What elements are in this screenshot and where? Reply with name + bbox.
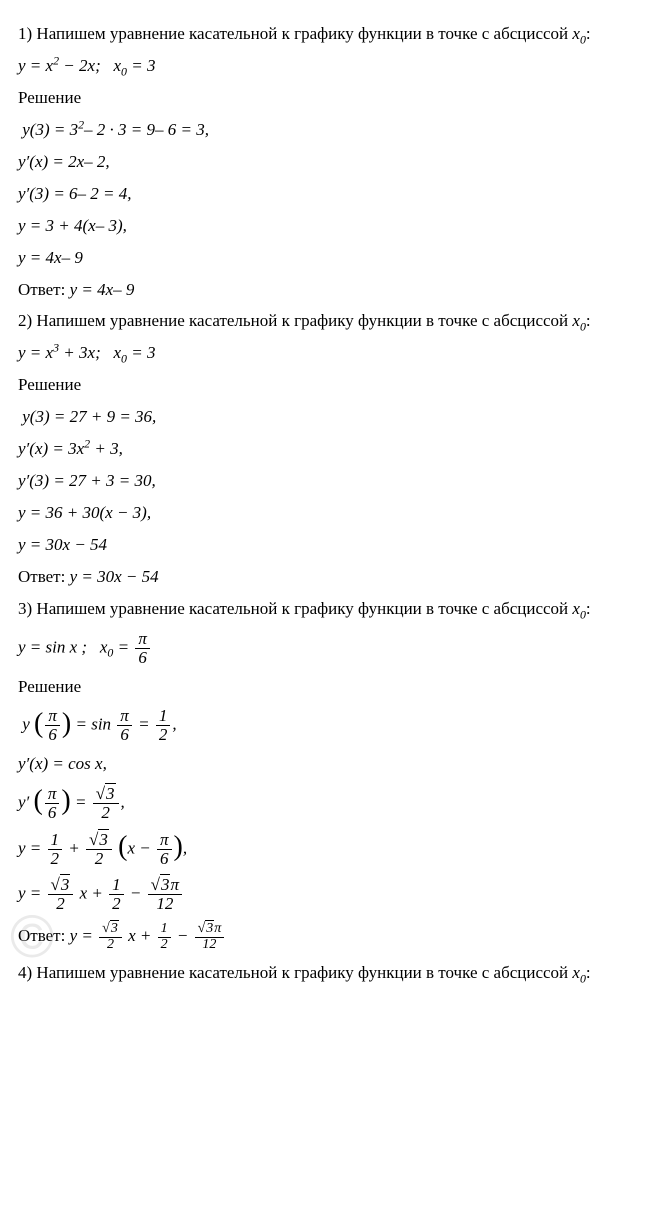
num: π (117, 707, 132, 726)
var: x (572, 963, 580, 982)
den: 2 (86, 850, 112, 868)
colon: : (586, 24, 591, 43)
p3-given: y = sin x ; x0 = π 6 (18, 630, 632, 667)
p2-solution-label: Решение (18, 374, 632, 397)
rad: 3 (60, 874, 71, 894)
p3-step2: y′(x) = cos x, (18, 753, 632, 776)
p3-step3: y′ (π6) = 32, (18, 785, 632, 822)
rad: 3 (205, 920, 214, 936)
x0: x0 (572, 963, 586, 982)
p4-intro: 4) Напишем уравнение касательной к графи… (18, 962, 632, 985)
x0: x0 (572, 599, 586, 618)
p3-step1: y (π6) = sin π6 = 12, (18, 707, 632, 744)
var: x (572, 24, 580, 43)
x0: x0 (572, 311, 586, 330)
expr: y = x2 − 2x; x0 = 3 (18, 56, 155, 75)
p2-step1: y(3) = 27 + 9 = 36, (18, 406, 632, 429)
x0: x0 (572, 24, 586, 43)
p3-answer: Ответ: y = 32 x + 12 − 3π12 (18, 922, 632, 952)
p1-solution-label: Решение (18, 87, 632, 110)
p1-step3: y′(3) = 6– 2 = 4, (18, 183, 632, 206)
p3-step5: y = 32 x + 12 − 3π12 (18, 876, 632, 913)
den: 12 (195, 938, 225, 953)
p2-step2: y′(x) = 3x2 + 3, (18, 438, 632, 461)
colon: : (586, 963, 591, 982)
p1-step5: y = 4x– 9 (18, 247, 632, 270)
den: 2 (158, 938, 171, 953)
num: 1 (109, 876, 124, 895)
num: π (45, 707, 60, 726)
num: π (45, 785, 60, 804)
p1-given: y = x2 − 2x; x0 = 3 (18, 55, 632, 78)
p3-solution-label: Решение (18, 676, 632, 699)
rad: 3 (160, 874, 171, 894)
num: 1 (48, 831, 63, 850)
rad: 3 (110, 920, 119, 936)
den: 6 (135, 649, 150, 667)
p3-intro: 3) Напишем уравнение касательной к графи… (18, 598, 632, 621)
den: 6 (45, 726, 60, 744)
text: 4) Напишем уравнение касательной к графи… (18, 963, 568, 982)
p2-step4: y = 36 + 30(x − 3), (18, 502, 632, 525)
den: 6 (117, 726, 132, 744)
den: 2 (48, 850, 63, 868)
den: 6 (45, 804, 60, 822)
den: 2 (109, 895, 124, 913)
den: 2 (48, 895, 74, 913)
text: 2) Напишем уравнение касательной к графи… (18, 311, 568, 330)
p2-step3: y′(3) = 27 + 3 = 30, (18, 470, 632, 493)
p2-given: y = x3 + 3x; x0 = 3 (18, 342, 632, 365)
p1-step4: y = 3 + 4(x– 3), (18, 215, 632, 238)
den: 2 (99, 938, 122, 953)
comma: , (121, 792, 125, 811)
den: 12 (148, 895, 182, 913)
den: 2 (93, 804, 119, 822)
text: 1) Напишем уравнение касательной к графи… (18, 24, 568, 43)
p1-answer: Ответ: y = 4x– 9 (18, 279, 632, 302)
rad: 3 (105, 783, 116, 803)
num: 1 (158, 922, 171, 938)
p3-step4: y = 12 + 32 (x − π6), (18, 831, 632, 868)
document-page: 1) Напишем уравнение касательной к графи… (0, 0, 650, 1007)
comma: , (172, 715, 176, 734)
den: 6 (157, 850, 172, 868)
p1-step1: y(3) = 32– 2 · 3 = 9– 6 = 3, (18, 119, 632, 142)
pi: π (214, 921, 221, 936)
frac-pi-6: π 6 (135, 630, 150, 667)
p2-step5: y = 30x − 54 (18, 534, 632, 557)
p2-answer: Ответ: y = 30x − 54 (18, 566, 632, 589)
p1-step2: y′(x) = 2x– 2, (18, 151, 632, 174)
pi: π (170, 875, 179, 894)
comma: , (183, 838, 187, 857)
text: 3) Напишем уравнение касательной к графи… (18, 599, 568, 618)
num: 1 (156, 707, 171, 726)
num: π (157, 831, 172, 850)
p1-intro: 1) Напишем уравнение касательной к графи… (18, 23, 632, 46)
p2-intro: 2) Напишем уравнение касательной к графи… (18, 310, 632, 333)
rad: 3 (98, 829, 109, 849)
num: π (135, 630, 150, 649)
den: 2 (156, 726, 171, 744)
